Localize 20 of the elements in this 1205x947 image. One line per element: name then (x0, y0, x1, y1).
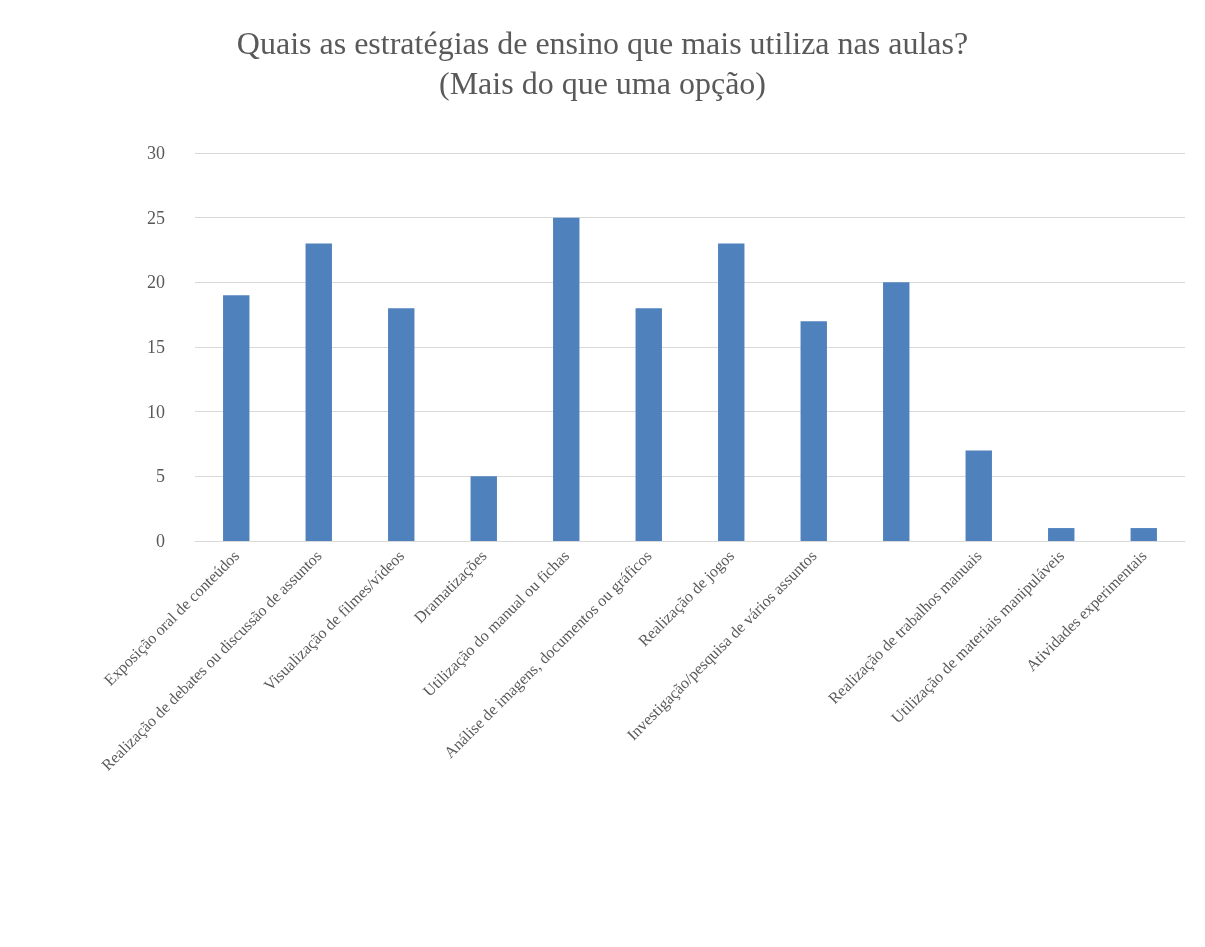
y-tick-label: 25 (147, 207, 165, 228)
bar (470, 476, 497, 541)
bar (635, 308, 662, 541)
bar (718, 243, 745, 541)
y-tick-label: 10 (147, 401, 165, 422)
bar (1130, 528, 1157, 541)
y-tick-label: 30 (147, 143, 165, 163)
bar (388, 308, 415, 541)
y-tick-label: 0 (156, 531, 165, 551)
bar (305, 243, 332, 541)
bar (1048, 528, 1075, 541)
y-tick-label: 15 (147, 337, 165, 357)
chart-title: Quais as estratégias de ensino que mais utiliza nas aulas? (Mais do que uma opção) (236, 25, 969, 101)
bar (965, 450, 992, 541)
y-tick-label: 20 (147, 272, 165, 293)
bar (223, 295, 250, 541)
y-tick-label: 5 (156, 466, 165, 487)
bar (883, 282, 910, 541)
bar (553, 217, 580, 541)
bar (800, 321, 827, 541)
